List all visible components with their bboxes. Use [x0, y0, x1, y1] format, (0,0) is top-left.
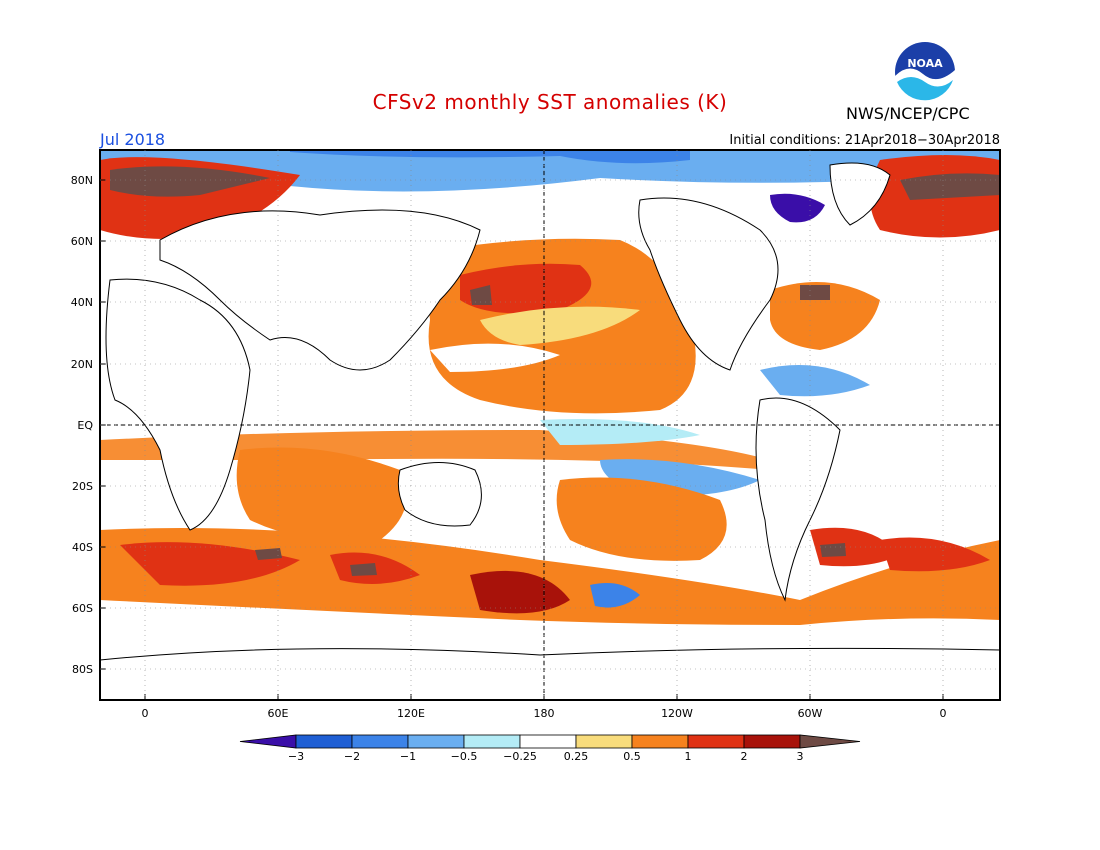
colorbar-label: −3 [288, 750, 304, 763]
lon-label: 120E [397, 707, 425, 720]
initial-conditions: Initial conditions: 21Apr2018−30Apr2018 [729, 133, 1000, 148]
coastlines [100, 162, 1000, 700]
lat-label: 40N [71, 296, 93, 309]
colorbar-label: 1 [685, 750, 692, 763]
lon-label: 120W [661, 707, 693, 720]
colorbar-label: 2 [741, 750, 748, 763]
lat-label: 60S [72, 602, 93, 615]
lon-label: 60E [268, 707, 289, 720]
colorbar-label: 0.5 [623, 750, 641, 763]
longitude-labels: 0 60E 120E 180 120W 60W 0 [142, 150, 947, 720]
colorbar: −3 −2 −1 −0.5 −0.25 0.25 0.5 1 2 3 [239, 734, 861, 763]
colorbar-segment [743, 734, 801, 749]
lat-label: 40S [72, 541, 93, 554]
colorbar-label: 0.25 [564, 750, 589, 763]
colorbar-label: −0.25 [503, 750, 537, 763]
lat-label: 80N [71, 174, 93, 187]
lat-label: 60N [71, 235, 93, 248]
map-title: CFSv2 monthly SST anomalies (K) [372, 90, 728, 114]
lat-label: 80S [72, 663, 93, 676]
logo-text: NOAA [907, 57, 943, 70]
colorbar-segment [575, 734, 633, 749]
lat-label: EQ [77, 419, 93, 432]
colorbar-segment [351, 734, 409, 749]
agency-label: NWS/NCEP/CPC [846, 104, 970, 123]
colorbar-segment [631, 734, 689, 749]
lat-label: 20N [71, 358, 93, 371]
lon-label: 60W [798, 707, 823, 720]
lon-label: 0 [940, 707, 947, 720]
forecast-month: Jul 2018 [100, 130, 166, 149]
colorbar-segment [295, 734, 353, 749]
lon-label: 180 [534, 707, 555, 720]
colorbar-segment [687, 734, 745, 749]
colorbar-segment [407, 734, 465, 749]
colorbar-label: 3 [797, 750, 804, 763]
colorbar-segment [519, 734, 577, 749]
lon-label: 0 [142, 707, 149, 720]
latitude-labels: 80N 60N 40N 20N EQ 20S 40S 60S 80S [71, 174, 1000, 676]
lat-label: 20S [72, 480, 93, 493]
colorbar-min-arrow [239, 734, 297, 749]
colorbar-segment [463, 734, 521, 749]
noaa-logo-icon: NOAA [895, 42, 955, 104]
colorbar-max-arrow [799, 734, 861, 749]
colorbar-label: −2 [344, 750, 360, 763]
colorbar-label: −0.5 [451, 750, 478, 763]
colorbar-label: −1 [400, 750, 416, 763]
